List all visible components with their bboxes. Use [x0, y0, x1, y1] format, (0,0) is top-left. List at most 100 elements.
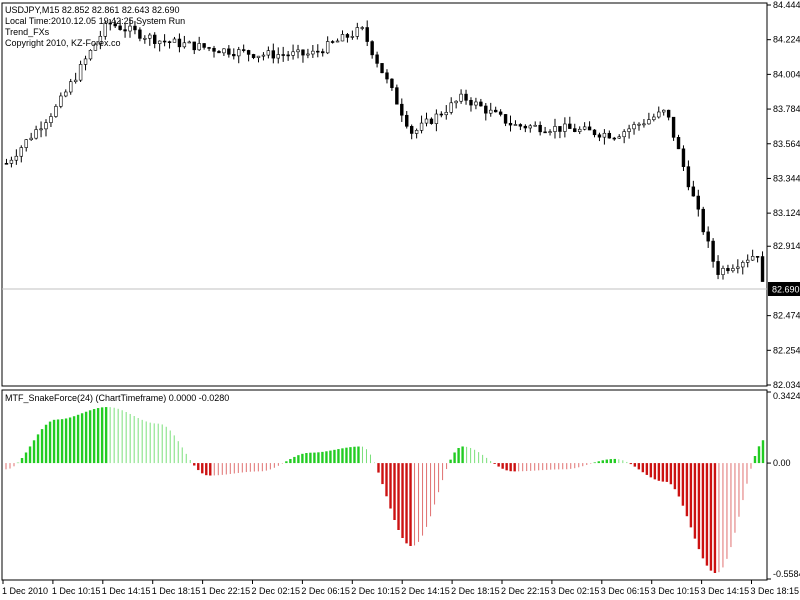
candle-body	[464, 93, 468, 101]
candle-body	[632, 124, 636, 130]
candle-body	[686, 166, 691, 188]
candle-body	[83, 58, 88, 65]
price-tick-label: 83.784	[773, 104, 800, 114]
candle-body	[419, 122, 424, 131]
candle-body	[172, 38, 177, 43]
candle-body	[162, 40, 167, 43]
candle-body	[286, 54, 290, 57]
time-tick-label: 3 Dec 14:15	[701, 586, 750, 596]
candle-body	[493, 109, 498, 113]
candle-body	[296, 49, 300, 53]
candle-body	[503, 114, 508, 124]
candle-body	[385, 72, 389, 80]
candle-body	[355, 27, 360, 37]
candle-body	[271, 50, 276, 59]
candle-body	[153, 34, 157, 44]
candle-body	[138, 29, 142, 39]
price-tick-label: 82.914	[773, 241, 800, 251]
candle-body	[222, 48, 226, 54]
price-pane	[1, 2, 768, 387]
price-tick-label: 83.124	[773, 208, 800, 218]
copyright-label: Copyright 2010, KZ-Forex.co	[5, 38, 121, 48]
candle-body	[681, 148, 686, 167]
candle-body	[716, 261, 720, 275]
price-tick-label: 82.254	[773, 345, 800, 355]
candle-body	[533, 124, 537, 127]
candle-body	[498, 111, 503, 115]
candle-body	[256, 55, 261, 58]
candle-body	[513, 124, 518, 126]
time-tick-label: 2 Dec 10:15	[351, 586, 400, 596]
candle-body	[523, 125, 528, 129]
candle-body	[360, 27, 364, 29]
candle-body	[29, 137, 33, 141]
candle-body	[335, 40, 340, 43]
price-tick-label: 82.034	[773, 380, 800, 390]
candle-body	[93, 43, 98, 51]
price-tick-label: 82.474	[773, 311, 800, 321]
candle-body	[592, 129, 597, 136]
candle-body	[696, 195, 700, 210]
price-tick-label: 84.224	[773, 35, 800, 45]
candle-body	[671, 116, 676, 138]
candle-body	[98, 35, 103, 45]
candle-body	[251, 54, 256, 58]
candle-body	[568, 123, 572, 129]
candle-body	[587, 126, 592, 131]
candle-body	[108, 22, 112, 25]
candle-body	[518, 124, 523, 127]
candle-body	[577, 128, 582, 132]
candle-body	[409, 126, 414, 134]
candle-body	[750, 256, 755, 261]
candle-body	[647, 119, 651, 125]
candle-body	[414, 130, 419, 134]
candle-body	[543, 131, 547, 134]
candle-body	[405, 114, 409, 127]
candle-body	[187, 41, 192, 44]
indicator-pane	[1, 389, 768, 581]
local-time: Local Time:2010.12.05 19:42:25 System Ru…	[5, 16, 185, 26]
candle-body	[306, 53, 310, 56]
indicator-tick-label: 0.00	[773, 458, 791, 468]
candle-body	[311, 50, 315, 55]
time-tick-label: 2 Dec 22:15	[501, 586, 550, 596]
candle-body	[197, 43, 201, 51]
candle-body	[489, 109, 493, 114]
candle-body	[301, 49, 305, 56]
candle-body	[479, 101, 483, 107]
candle-body	[553, 126, 557, 132]
candle-body	[246, 50, 251, 55]
candle-body	[69, 81, 73, 93]
candle-body	[474, 101, 478, 106]
candle-body	[118, 25, 122, 30]
candle-body	[266, 50, 271, 56]
candle-body	[34, 129, 38, 139]
candle-body	[582, 126, 587, 130]
candle-body	[24, 139, 28, 148]
candle-body	[133, 25, 137, 31]
candle-body	[9, 159, 14, 164]
candle-body	[4, 163, 9, 165]
candle-body	[316, 50, 320, 53]
candle-body	[726, 268, 730, 272]
candle-body	[192, 41, 196, 51]
time-tick-label: 1 Dec 2010	[2, 586, 48, 596]
candle-body	[676, 137, 681, 150]
time-tick-label: 1 Dec 22:15	[202, 586, 251, 596]
price-axis: 84.444 84.224 84.004 83.784 83.564 83.344 83.1…	[767, 0, 800, 390]
candle-body	[449, 102, 453, 113]
candle-body	[424, 118, 429, 124]
candle-body	[434, 113, 439, 124]
candle-body	[380, 63, 384, 74]
candle-body	[528, 125, 532, 129]
candle-body	[711, 240, 715, 262]
candle-body	[617, 136, 621, 139]
candle-body	[241, 49, 246, 51]
candle-body	[642, 123, 646, 126]
candle-body	[202, 43, 206, 48]
candle-body	[291, 51, 295, 56]
candle-body	[439, 113, 444, 116]
time-tick-label: 2 Dec 14:15	[401, 586, 450, 596]
candle-body	[429, 118, 434, 124]
candle-body	[400, 103, 404, 116]
